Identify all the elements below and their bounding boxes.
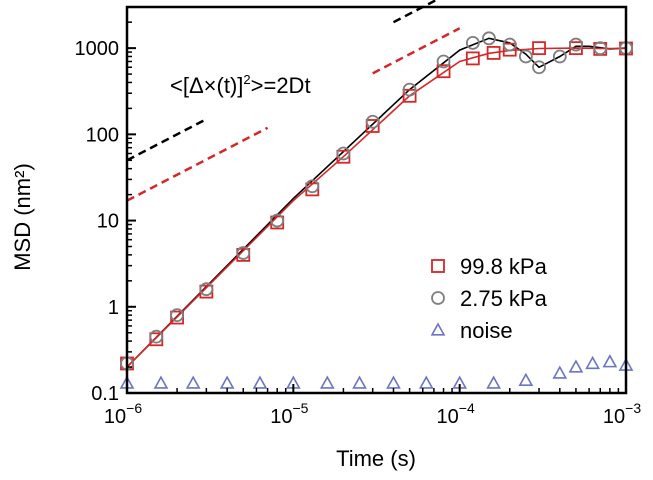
- circle-point: [270, 213, 285, 228]
- legend-item: 99.8 kPa: [431, 254, 548, 279]
- square-point: [502, 42, 517, 57]
- red-guide-segment-0: [126, 126, 269, 202]
- circle-legend-marker: [431, 291, 445, 305]
- square-point: [465, 51, 480, 66]
- triangle-point: [319, 375, 335, 389]
- triangle-point: [252, 375, 268, 389]
- square-point: [532, 41, 546, 56]
- series-noise: [119, 354, 634, 389]
- x-axis-title: Time (s): [336, 446, 416, 471]
- circle-point: [552, 49, 567, 64]
- circle-point: [482, 31, 496, 46]
- guide-lines: [126, 0, 461, 202]
- legend-item: 2.75 kPa: [431, 286, 548, 311]
- circle-point: [199, 282, 214, 297]
- circle-point: [569, 37, 583, 52]
- legend-label: noise: [460, 318, 513, 343]
- circle-point: [465, 36, 480, 50]
- y-tick-label: 1: [108, 297, 119, 319]
- triangle-point: [486, 375, 501, 389]
- y-tick-label: 1000: [75, 38, 120, 60]
- data-points: [119, 31, 634, 389]
- circle-point: [593, 41, 608, 56]
- y-tick-label: 10: [97, 211, 119, 233]
- legend-item: noise: [430, 318, 513, 343]
- fit-99.8kPa-curve: [126, 47, 626, 368]
- square-point: [569, 41, 583, 56]
- y-axis-title: MSD (nm²): [10, 163, 35, 271]
- circle-point: [149, 329, 164, 344]
- circle-point: [436, 54, 451, 69]
- triangle-point: [418, 375, 434, 389]
- square-point: [436, 64, 451, 79]
- circle-point: [502, 37, 517, 52]
- triangle-point: [185, 375, 201, 389]
- y-tick-label: 0.1: [91, 383, 119, 405]
- triangle-point: [585, 355, 600, 370]
- triangle-point: [518, 372, 534, 387]
- circle-point: [236, 246, 251, 260]
- triangle-point: [552, 365, 568, 379]
- square-point: [486, 46, 501, 60]
- square-point: [402, 88, 417, 103]
- circle-point: [532, 60, 546, 75]
- circle-point: [305, 179, 320, 194]
- x-tick-label: 10−6: [104, 400, 142, 428]
- triangle-point: [219, 375, 235, 389]
- triangle-point: [568, 359, 584, 373]
- series-2-75-kpa: [120, 31, 633, 371]
- black-guide-segment-0: [126, 118, 207, 162]
- equation-annotation: <[Δ×(t)]2>=2Dt: [170, 72, 311, 98]
- circle-point: [170, 308, 184, 323]
- triangle-point: [352, 375, 367, 389]
- triangle-point: [602, 354, 618, 368]
- y-tick-label: 100: [86, 124, 119, 146]
- legend: 99.8 kPa 2.75 kPa noise: [430, 254, 548, 343]
- circle-point: [518, 49, 533, 64]
- x-tick-label: 10−4: [437, 400, 475, 428]
- square-legend-marker: [431, 259, 445, 273]
- plot-frame: [125, 5, 628, 395]
- legend-label: 99.8 kPa: [460, 254, 548, 279]
- square-point: [365, 119, 380, 133]
- circle-point: [402, 82, 417, 97]
- triangle-point: [153, 375, 169, 389]
- triangle-legend-marker: [430, 322, 446, 336]
- triangle-point: [386, 375, 401, 389]
- x-tick-label: 10−3: [603, 400, 641, 428]
- axes: 10−6 10−5 10−4 10−3 0.1 1 10 100 1000: [75, 6, 641, 428]
- black-guide-segment-1: [392, 0, 439, 24]
- x-tick-label: 10−5: [270, 400, 308, 428]
- circle-point: [365, 114, 380, 129]
- legend-label: 2.75 kPa: [460, 286, 548, 311]
- red-guide-segment-1: [372, 27, 461, 75]
- circle-point: [336, 146, 351, 161]
